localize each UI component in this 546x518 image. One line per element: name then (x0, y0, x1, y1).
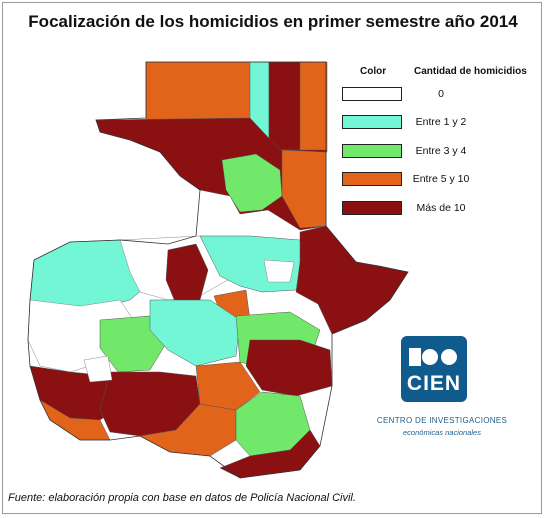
region-white-a (83, 355, 113, 383)
legend-label-more-10: Más de 10 (416, 202, 466, 214)
region-peten-east (299, 61, 328, 153)
map-title: Focalización de los homicidios en primer… (28, 12, 518, 31)
region-central-red-b (245, 339, 333, 397)
legend-label-zero: 0 (438, 88, 444, 100)
legend-count-header: Cantidad de homicidios (414, 66, 527, 77)
legend-label-5-10: Entre 5 y 10 (412, 173, 470, 185)
logo-mark-icon (409, 348, 457, 366)
legend-swatch-zero (342, 87, 402, 101)
region-peten-central (221, 153, 283, 213)
region-izabal (295, 225, 409, 335)
legend-swatch-1-2 (342, 115, 402, 129)
country-outline (27, 61, 409, 479)
legend-label-3-4: Entre 3 y 4 (415, 145, 467, 157)
region-central-cyan-a (149, 299, 241, 367)
cien-logo: CIEN (401, 336, 467, 402)
legend-swatch-5-10 (342, 172, 402, 186)
region-white-b (263, 259, 295, 283)
logo-text: CIEN (406, 372, 462, 395)
source-note: Fuente: elaboración propia con base en d… (8, 492, 356, 504)
org-name: CENTRO DE INVESTIGACIONES (376, 416, 508, 425)
org-subtitle: económicas nacionales (403, 428, 481, 437)
legend-color-header: Color (360, 66, 387, 77)
region-peten-se (281, 149, 327, 229)
legend-label-1-2: Entre 1 y 2 (415, 116, 467, 128)
legend-swatch-3-4 (342, 144, 402, 158)
legend-swatch-more-10 (342, 201, 402, 215)
